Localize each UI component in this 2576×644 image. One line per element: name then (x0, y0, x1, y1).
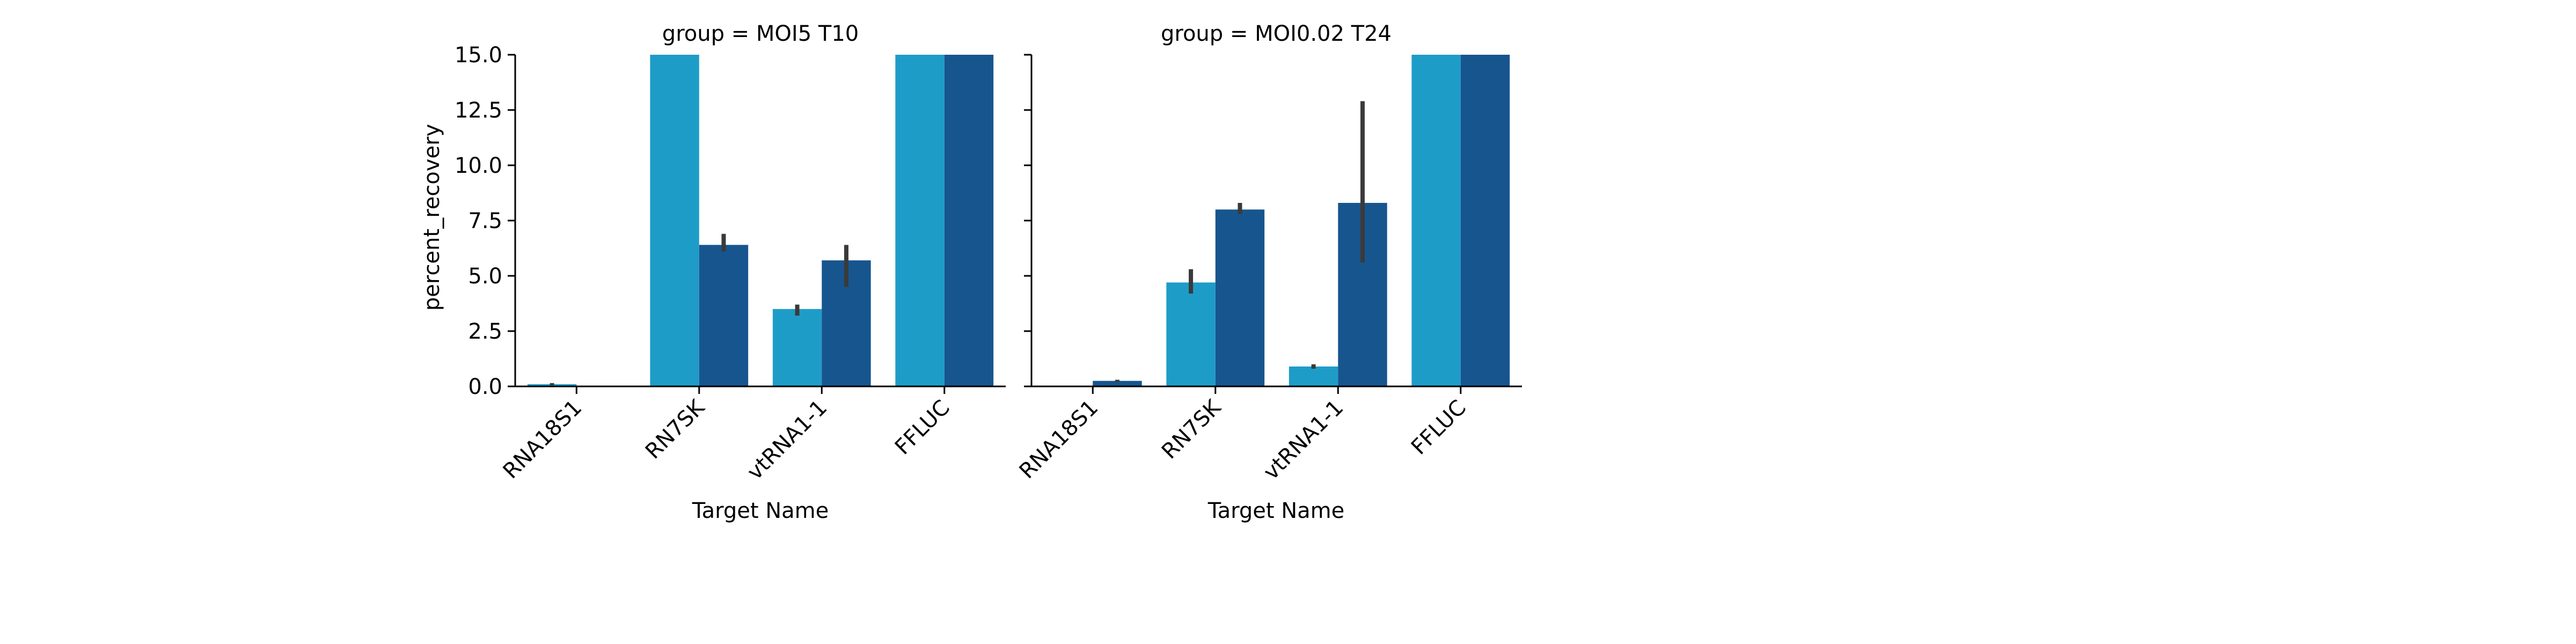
bar-RN7SK-series-1 (650, 55, 699, 386)
bar-FFLUC-series-2 (1460, 55, 1510, 386)
y-tick-label: 12.5 (455, 98, 502, 123)
y-axis-label: percent_recovery (420, 124, 444, 311)
x-axis-label: Target Name (1208, 499, 1344, 523)
y-tick-label: 15.0 (455, 43, 502, 68)
bar-RN7SK-series-2 (699, 245, 749, 386)
y-tick-label: 10.0 (455, 153, 502, 178)
bar-RN7SK-series-2 (1215, 209, 1265, 386)
bar-RN7SK-series-1 (1166, 282, 1216, 386)
y-tick-label: 7.5 (468, 209, 502, 233)
bar-RNA18S1-series-2 (1093, 380, 1142, 386)
bar-FFLUC-series-2 (944, 55, 994, 386)
x-axis-label: Target Name (692, 499, 829, 523)
y-tick-label: 5.0 (468, 264, 502, 289)
bar-vtRNA1-1-series-1 (772, 309, 822, 386)
bar-FFLUC-series-1 (895, 55, 945, 386)
y-tick-label: 2.5 (468, 319, 502, 344)
y-tick-label: 0.0 (468, 375, 502, 399)
panel-title: group = MOI0.02 T24 (1161, 21, 1392, 46)
bar-vtRNA1-1-series-1 (1289, 366, 1338, 386)
bar-FFLUC-series-1 (1411, 55, 1461, 386)
panel-title: group = MOI5 T10 (662, 21, 859, 46)
